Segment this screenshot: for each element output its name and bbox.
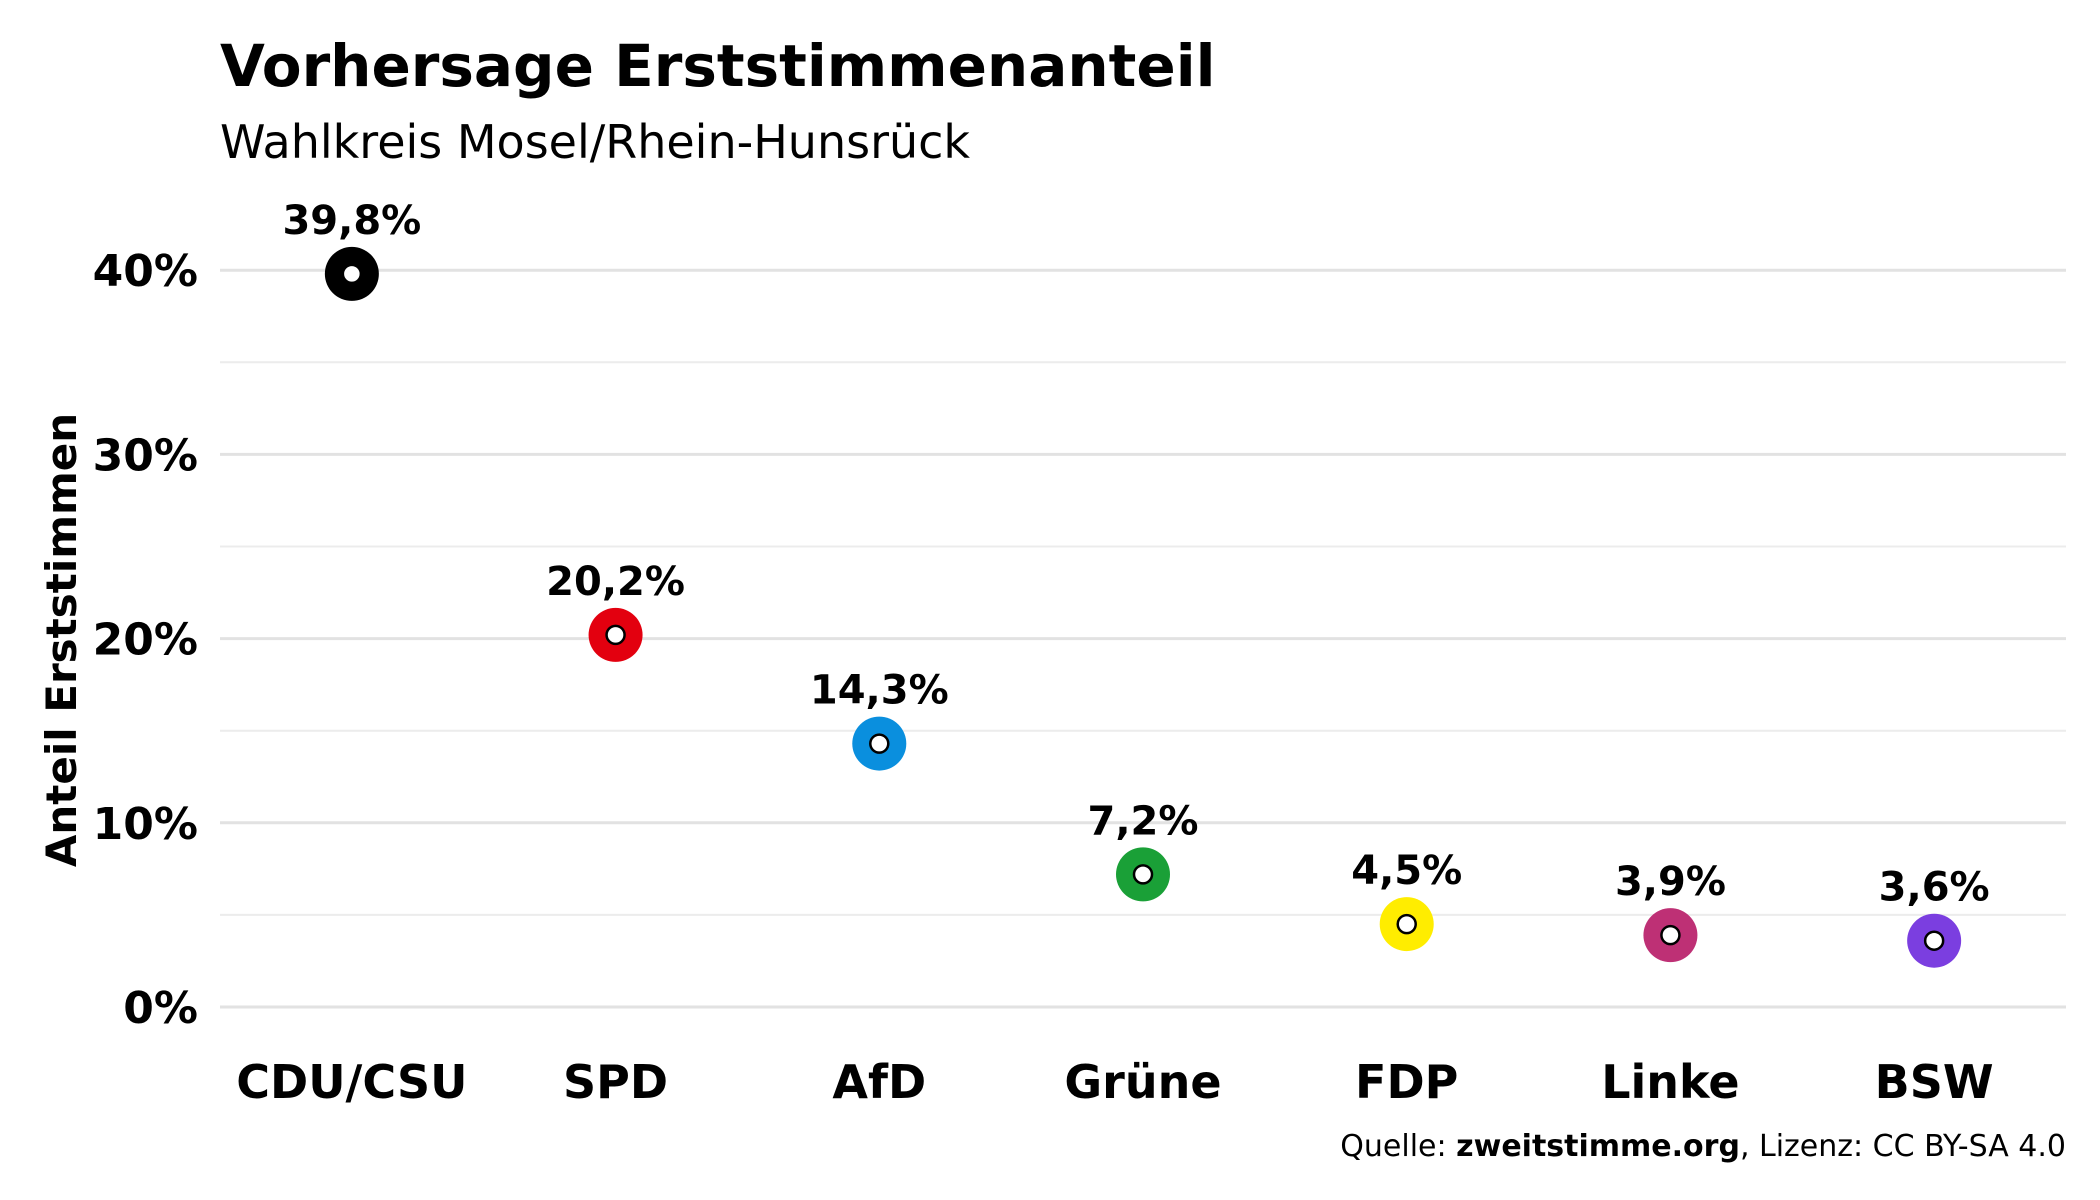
x-axis-ticks: CDU/CSU SPD AfD Grüne FDP Linke BSW [236,1055,1993,1109]
data-point [588,607,643,662]
x-tick-label: Linke [1601,1055,1739,1109]
x-tick-label: CDU/CSU [236,1055,467,1109]
data-point [324,246,379,301]
data-point [1116,847,1170,902]
chart-title: Vorhersage Erststimmenanteil [220,32,1215,100]
caption-source: zweitstimme.org [1456,1129,1740,1164]
x-tick-label: SPD [563,1055,668,1109]
data-point-center [1396,913,1417,935]
data-point [1907,913,1962,968]
data-label: 14,3% [810,668,949,714]
caption-prefix: Quelle: [1340,1129,1456,1164]
y-tick-label: 10% [93,799,198,850]
y-axis-ticks: 0% 10% 20% 30% 40% [93,246,198,1034]
y-tick-label: 20% [93,615,198,666]
y-tick-label: 40% [93,246,198,297]
x-tick-label: FDP [1355,1055,1458,1109]
data-point [1643,908,1698,963]
data-label: 39,8% [282,198,421,244]
data-point-center [869,733,890,754]
data-point-center [1923,930,1945,951]
data-labels: 39,8% 20,2% 14,3% 7,2% 4,5% 3,9% 3,6% [282,198,1989,911]
grid-lines [220,268,2066,1009]
data-point-center [1660,924,1681,946]
data-point [1379,897,1434,952]
data-points [324,246,1962,968]
data-label: 20,2% [546,559,685,605]
source-caption: Quelle: zweitstimme.org, Lizenz: CC BY-S… [1340,1129,2066,1164]
data-label: 3,6% [1879,865,1990,911]
data-point-center [1132,864,1154,885]
x-tick-label: Grüne [1064,1055,1221,1109]
y-tick-label: 30% [93,430,198,481]
data-label: 3,9% [1615,859,1726,905]
y-tick-label: 0% [123,983,198,1034]
x-tick-label: AfD [832,1055,926,1109]
data-label: 7,2% [1088,798,1199,844]
caption-suffix: , Lizenz: CC BY-SA 4.0 [1740,1129,2066,1164]
chart-subtitle: Wahlkreis Mosel/Rhein-Hunsrück [220,115,970,169]
data-point-center [605,624,626,646]
data-point-center [341,263,363,285]
data-point [852,716,907,771]
x-tick-label: BSW [1875,1055,1994,1109]
y-axis-label: Anteil Erststimmen [37,413,86,867]
data-label: 4,5% [1351,848,1462,894]
